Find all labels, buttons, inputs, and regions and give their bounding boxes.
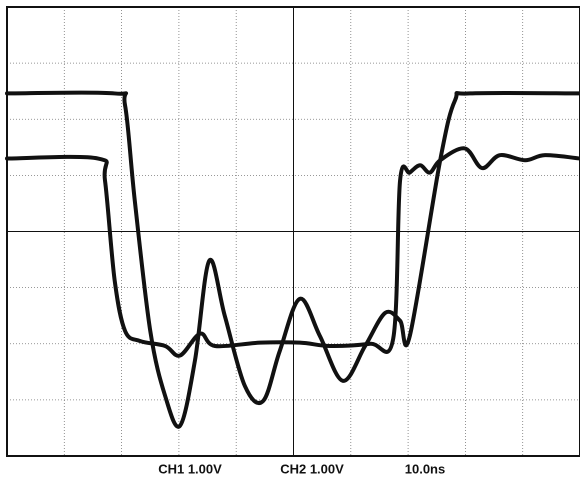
- trace: [5, 146, 580, 358]
- trace: [5, 90, 580, 429]
- screen-border: [6, 6, 580, 457]
- channel-label: CH2 1.00V: [280, 461, 344, 476]
- channel-label: CH1 1.00V: [158, 461, 222, 476]
- timebase-label: 10.0ns: [405, 461, 445, 476]
